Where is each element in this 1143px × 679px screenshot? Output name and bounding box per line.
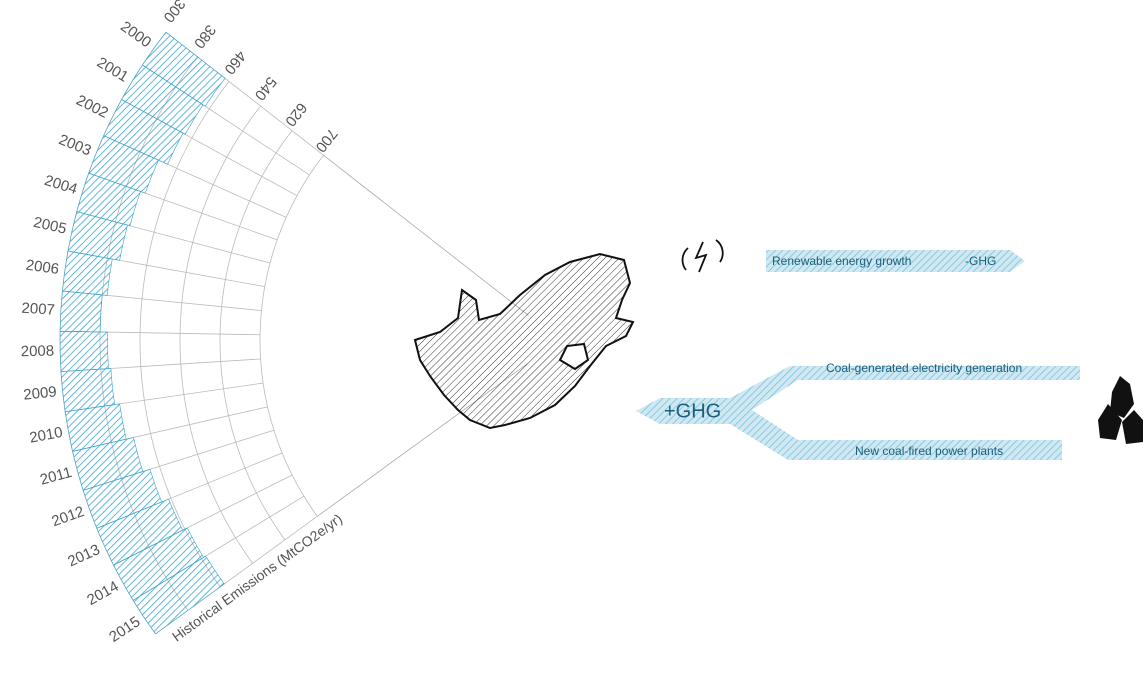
x-tick-label: 2013: [65, 541, 102, 570]
bar: [132, 555, 225, 635]
arrow-band: [636, 366, 1080, 460]
y-tick-label: 380: [190, 21, 219, 51]
y-tick-label: 460: [221, 47, 250, 77]
y-tick-label: 620: [281, 99, 310, 129]
x-tick-label: 2014: [84, 578, 121, 609]
bar: [121, 64, 204, 135]
cycle-arrow: [681, 247, 689, 271]
x-tick-label: 2015: [106, 613, 143, 646]
coal-lump: [1122, 410, 1143, 444]
edge-line: [323, 154, 529, 316]
x-tick-label: 2001: [94, 54, 131, 86]
annotation: New coal-fired power plants: [855, 444, 1003, 458]
cycle-arrow: [715, 239, 724, 263]
x-tick-label: 2006: [25, 257, 60, 278]
bar: [67, 211, 128, 261]
renewable-icon: [681, 239, 724, 273]
annotation: -GHG: [965, 254, 996, 268]
arrow-band: [766, 250, 1025, 272]
y-tick-label: 700: [312, 125, 341, 155]
lightning: [694, 241, 708, 273]
map-shape: [413, 252, 635, 430]
coal-lump: [1110, 376, 1134, 418]
bar: [103, 99, 184, 165]
bar: [62, 250, 113, 296]
country-map: [413, 252, 635, 430]
x-tick-label: 2000: [117, 18, 154, 51]
x-tick-label: 2012: [49, 503, 86, 530]
annotation: +GHG: [664, 400, 721, 422]
annotation: Renewable energy growth: [772, 254, 911, 268]
bar: [59, 330, 109, 372]
grid-ring: [219, 130, 293, 541]
x-tick-label: 2010: [28, 424, 64, 447]
bar: [76, 172, 141, 227]
bar: [88, 135, 159, 194]
x-tick-label: 2007: [21, 300, 55, 319]
y-tick-label: 540: [251, 73, 280, 103]
bar: [60, 368, 115, 413]
coal-icon: [1098, 376, 1143, 444]
x-tick-label: 2004: [42, 172, 79, 198]
coal-arrows: +GHG Coal-generated electricity generati…: [636, 361, 1080, 460]
x-tick-label: 2009: [23, 383, 58, 403]
x-tick-label: 2003: [56, 131, 93, 159]
grid-ring: [259, 155, 324, 517]
y-tick-label: 300: [160, 0, 189, 26]
x-tick-label: 2005: [32, 214, 68, 238]
x-tick-label: 2002: [73, 92, 110, 122]
renewable-arrow: Renewable energy growth -GHG: [766, 250, 1025, 272]
annotation: Coal-generated electricity generation: [826, 361, 1022, 375]
x-tick-label: 2008: [21, 343, 55, 361]
bar: [142, 31, 226, 107]
coal-lump: [1098, 404, 1122, 440]
x-tick-label: 2011: [38, 464, 74, 489]
bar: [59, 290, 103, 333]
